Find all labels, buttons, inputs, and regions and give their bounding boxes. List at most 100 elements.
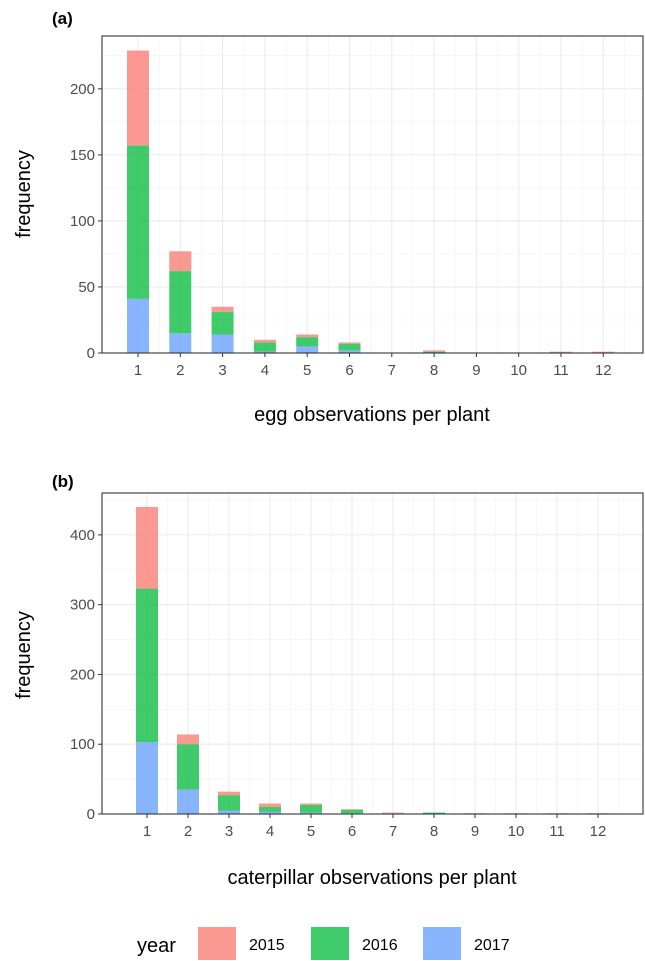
bar-2016-1 [136,588,158,743]
legend: year 2015 2016 2017 [137,927,510,960]
panel-a-x-tick-label: 5 [303,362,311,379]
bar-2016-6 [338,343,361,351]
bar-2015-3 [211,306,234,313]
panel-a-x-tick-label: 6 [345,362,353,379]
panel-a-border [101,35,644,354]
panel-b-y-tick-label: 200 [70,666,95,683]
panel-b-x-tick-label: 7 [389,823,397,840]
panel-b-x-tick-label: 9 [471,823,479,840]
bar-2016-4 [259,807,281,812]
bar-2017-1 [127,298,149,353]
panel-b-x-tick-label: 8 [430,823,438,840]
panel-b-y-tick-label: 0 [87,806,95,823]
panel-b-x-ticks: 1 2 3 4 5 6 7 8 9 10 11 12 [143,814,607,840]
panel-b-y-tick-label: 100 [70,736,95,753]
panel-b-tag: (b) [52,472,74,491]
panel-a-y-tick-label: 150 [70,147,95,164]
bar-2015-12 [592,351,615,353]
panel-b-grid [102,493,643,815]
panel-b-x-axis-title: caterpillar observations per plant [227,867,516,889]
panel-b-x-tick-label: 12 [590,823,607,840]
legend-label-2016: 2016 [362,937,398,954]
bar-2016-5 [296,337,319,347]
panel-a-y-axis-title: frequency [13,150,35,238]
bar-2015-8 [423,350,446,352]
panel-a-x-tick-label: 4 [261,362,269,379]
bar-2015-1 [136,506,158,589]
bar-2017-3 [211,334,234,353]
bar-2015-11 [550,351,572,353]
bar-2015-5 [300,803,322,805]
bar-2015-1 [127,50,149,146]
bar-2017-4 [259,811,281,814]
bar-2016-8 [423,812,445,814]
legend-swatch-2016 [311,927,349,960]
bar-2017-6 [338,350,361,353]
bar-2016-2 [177,744,199,790]
panel-a-y-ticks: 0 50 100 150 200 [70,81,102,362]
panel-a-x-tick-label: 10 [510,362,527,379]
bar-2016-1 [127,145,149,299]
panel-a-x-tick-label: 8 [430,362,438,379]
bar-2017-5 [296,346,319,353]
panel-b-y-axis-title: frequency [13,611,35,699]
legend-swatch-2015 [198,927,236,960]
bar-2016-4 [253,342,276,352]
panel-a-y-tick-label: 50 [78,279,95,296]
bar-2015-4 [253,339,276,343]
bar-2015-4 [259,803,281,808]
panel-a-x-axis-title: egg observations per plant [254,404,490,426]
panel-a-y-tick-label: 200 [70,81,95,98]
panel-b-x-tick-label: 3 [225,823,233,840]
panel-b-y-ticks: 0 100 200 300 400 [70,527,102,823]
panel-b-x-tick-label: 4 [266,823,274,840]
panel-b-border [101,492,644,815]
panel-b-x-tick-label: 10 [508,823,525,840]
bar-2017-2 [177,789,199,814]
bar-2015-6 [341,809,363,810]
panel-a-bars [127,50,615,353]
bar-2017-4 [253,351,276,353]
panel-a-y-tick-label: 100 [70,213,95,230]
bar-2015-6 [338,342,361,344]
bar-2016-3 [218,795,240,811]
panel-a-x-tick-label: 12 [595,362,612,379]
panel-b-y-tick-label: 400 [70,527,95,544]
panel-a-y-tick-label: 0 [87,345,95,362]
legend-label-2017: 2017 [474,937,510,954]
bar-2016-6 [341,809,363,814]
bar-2017-5 [300,812,322,814]
panel-b-x-tick-label: 5 [307,823,315,840]
legend-swatch-2017 [423,927,461,960]
bar-2016-2 [169,271,192,334]
panel-a-x-tick-label: 2 [176,362,184,379]
bar-2015-5 [296,334,319,338]
panel-b-x-tick-label: 6 [348,823,356,840]
bar-2015-2 [169,251,192,272]
panel-a-x-tick-label: 7 [388,362,396,379]
bar-2016-8 [423,351,446,353]
bar-2015-2 [177,734,199,745]
bar-2016-5 [300,804,322,813]
bar-2017-2 [169,333,192,353]
legend-title: year [137,935,176,957]
panel-b-y-tick-label: 300 [70,597,95,614]
bar-2015-7 [382,812,404,814]
panel-a-tag: (a) [52,9,73,28]
panel-a-x-tick-label: 11 [553,362,569,379]
panel-a-x-tick-label: 3 [218,362,226,379]
panel-a-x-tick-label: 9 [472,362,480,379]
panel-a-x-tick-label: 1 [134,362,142,379]
panel-b-x-tick-label: 2 [184,823,192,840]
legend-label-2015: 2015 [249,937,285,954]
bar-2017-1 [136,742,158,814]
panel-a-x-ticks: 1 2 3 4 5 6 7 8 9 10 11 12 [134,353,612,379]
bar-2016-3 [211,312,234,335]
bar-2015-3 [218,791,240,796]
panel-b-x-tick-label: 1 [143,823,151,840]
panel-b-x-tick-label: 11 [549,823,565,840]
bar-2017-3 [218,810,240,814]
